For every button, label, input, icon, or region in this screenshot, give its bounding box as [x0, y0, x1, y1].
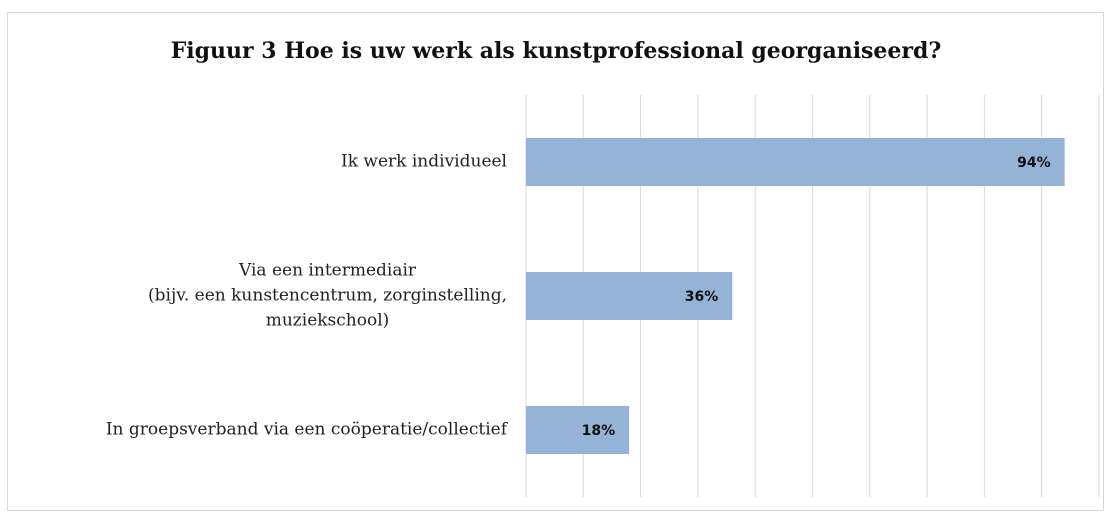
value-label: 36%	[685, 289, 719, 305]
chart-title: Figuur 3 Hoe is uw werk als kunstprofess…	[171, 38, 942, 64]
bar	[526, 272, 733, 320]
category-label: Via een intermediair (bijv. een kunstenc…	[148, 260, 507, 331]
value-label: 18%	[582, 423, 616, 439]
category-label: In groepsverband via een coöperatie/coll…	[105, 419, 507, 440]
bar	[526, 138, 1065, 186]
bar	[526, 406, 630, 454]
value-label: 94%	[1017, 155, 1051, 171]
category-label: Ik werk individueel	[341, 151, 507, 172]
